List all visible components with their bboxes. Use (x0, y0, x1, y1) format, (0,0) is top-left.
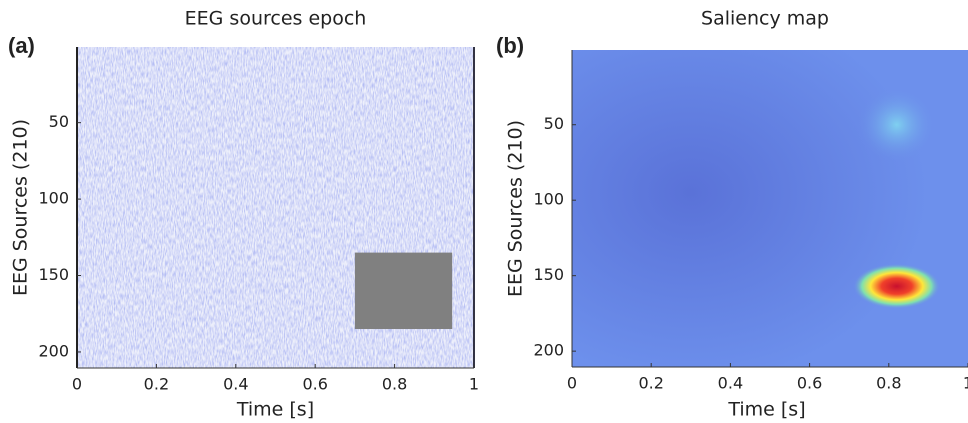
x-tick-label: 0.2 (144, 375, 169, 394)
y-axis-label: EEG Sources (210) (10, 119, 32, 296)
x-tick-label: 0.4 (718, 374, 743, 393)
y-axis-label: EEG Sources (210) (505, 120, 527, 297)
x-tick-label: 1 (963, 374, 968, 393)
y-tick-label: 150 (533, 265, 564, 284)
y-tick-label: 150 (38, 265, 69, 284)
panel-label: (b) (496, 33, 524, 58)
x-tick-label: 0.4 (223, 375, 248, 394)
x-tick-label: 0.8 (382, 375, 407, 394)
x-tick-label: 0.2 (638, 374, 663, 393)
y-tick-label: 200 (533, 341, 564, 360)
x-tick-label: 0.6 (797, 374, 822, 393)
y-tick-label: 50 (544, 114, 564, 133)
saliency-peak (853, 263, 941, 309)
x-tick-label: 0.6 (302, 375, 327, 394)
panel-label: (a) (8, 33, 35, 58)
y-tick-label: 200 (38, 341, 69, 360)
occlusion (354, 252, 453, 330)
y-tick-label: 100 (38, 189, 69, 208)
y-tick-label: 100 (533, 190, 564, 209)
x-axis-label: Time [s] (236, 399, 314, 421)
x-tick-label: 0 (567, 374, 577, 393)
x-tick-label: 0.8 (876, 374, 901, 393)
saliency-peak (857, 86, 937, 163)
x-axis-label: Time [s] (727, 399, 805, 421)
y-tick-label: 50 (49, 112, 69, 131)
x-tick-label: 1 (469, 375, 479, 394)
chart-title: Saliency map (701, 8, 829, 30)
x-tick-label: 0 (72, 375, 82, 394)
chart-title: EEG sources epoch (185, 8, 367, 30)
heatmap (572, 50, 968, 367)
